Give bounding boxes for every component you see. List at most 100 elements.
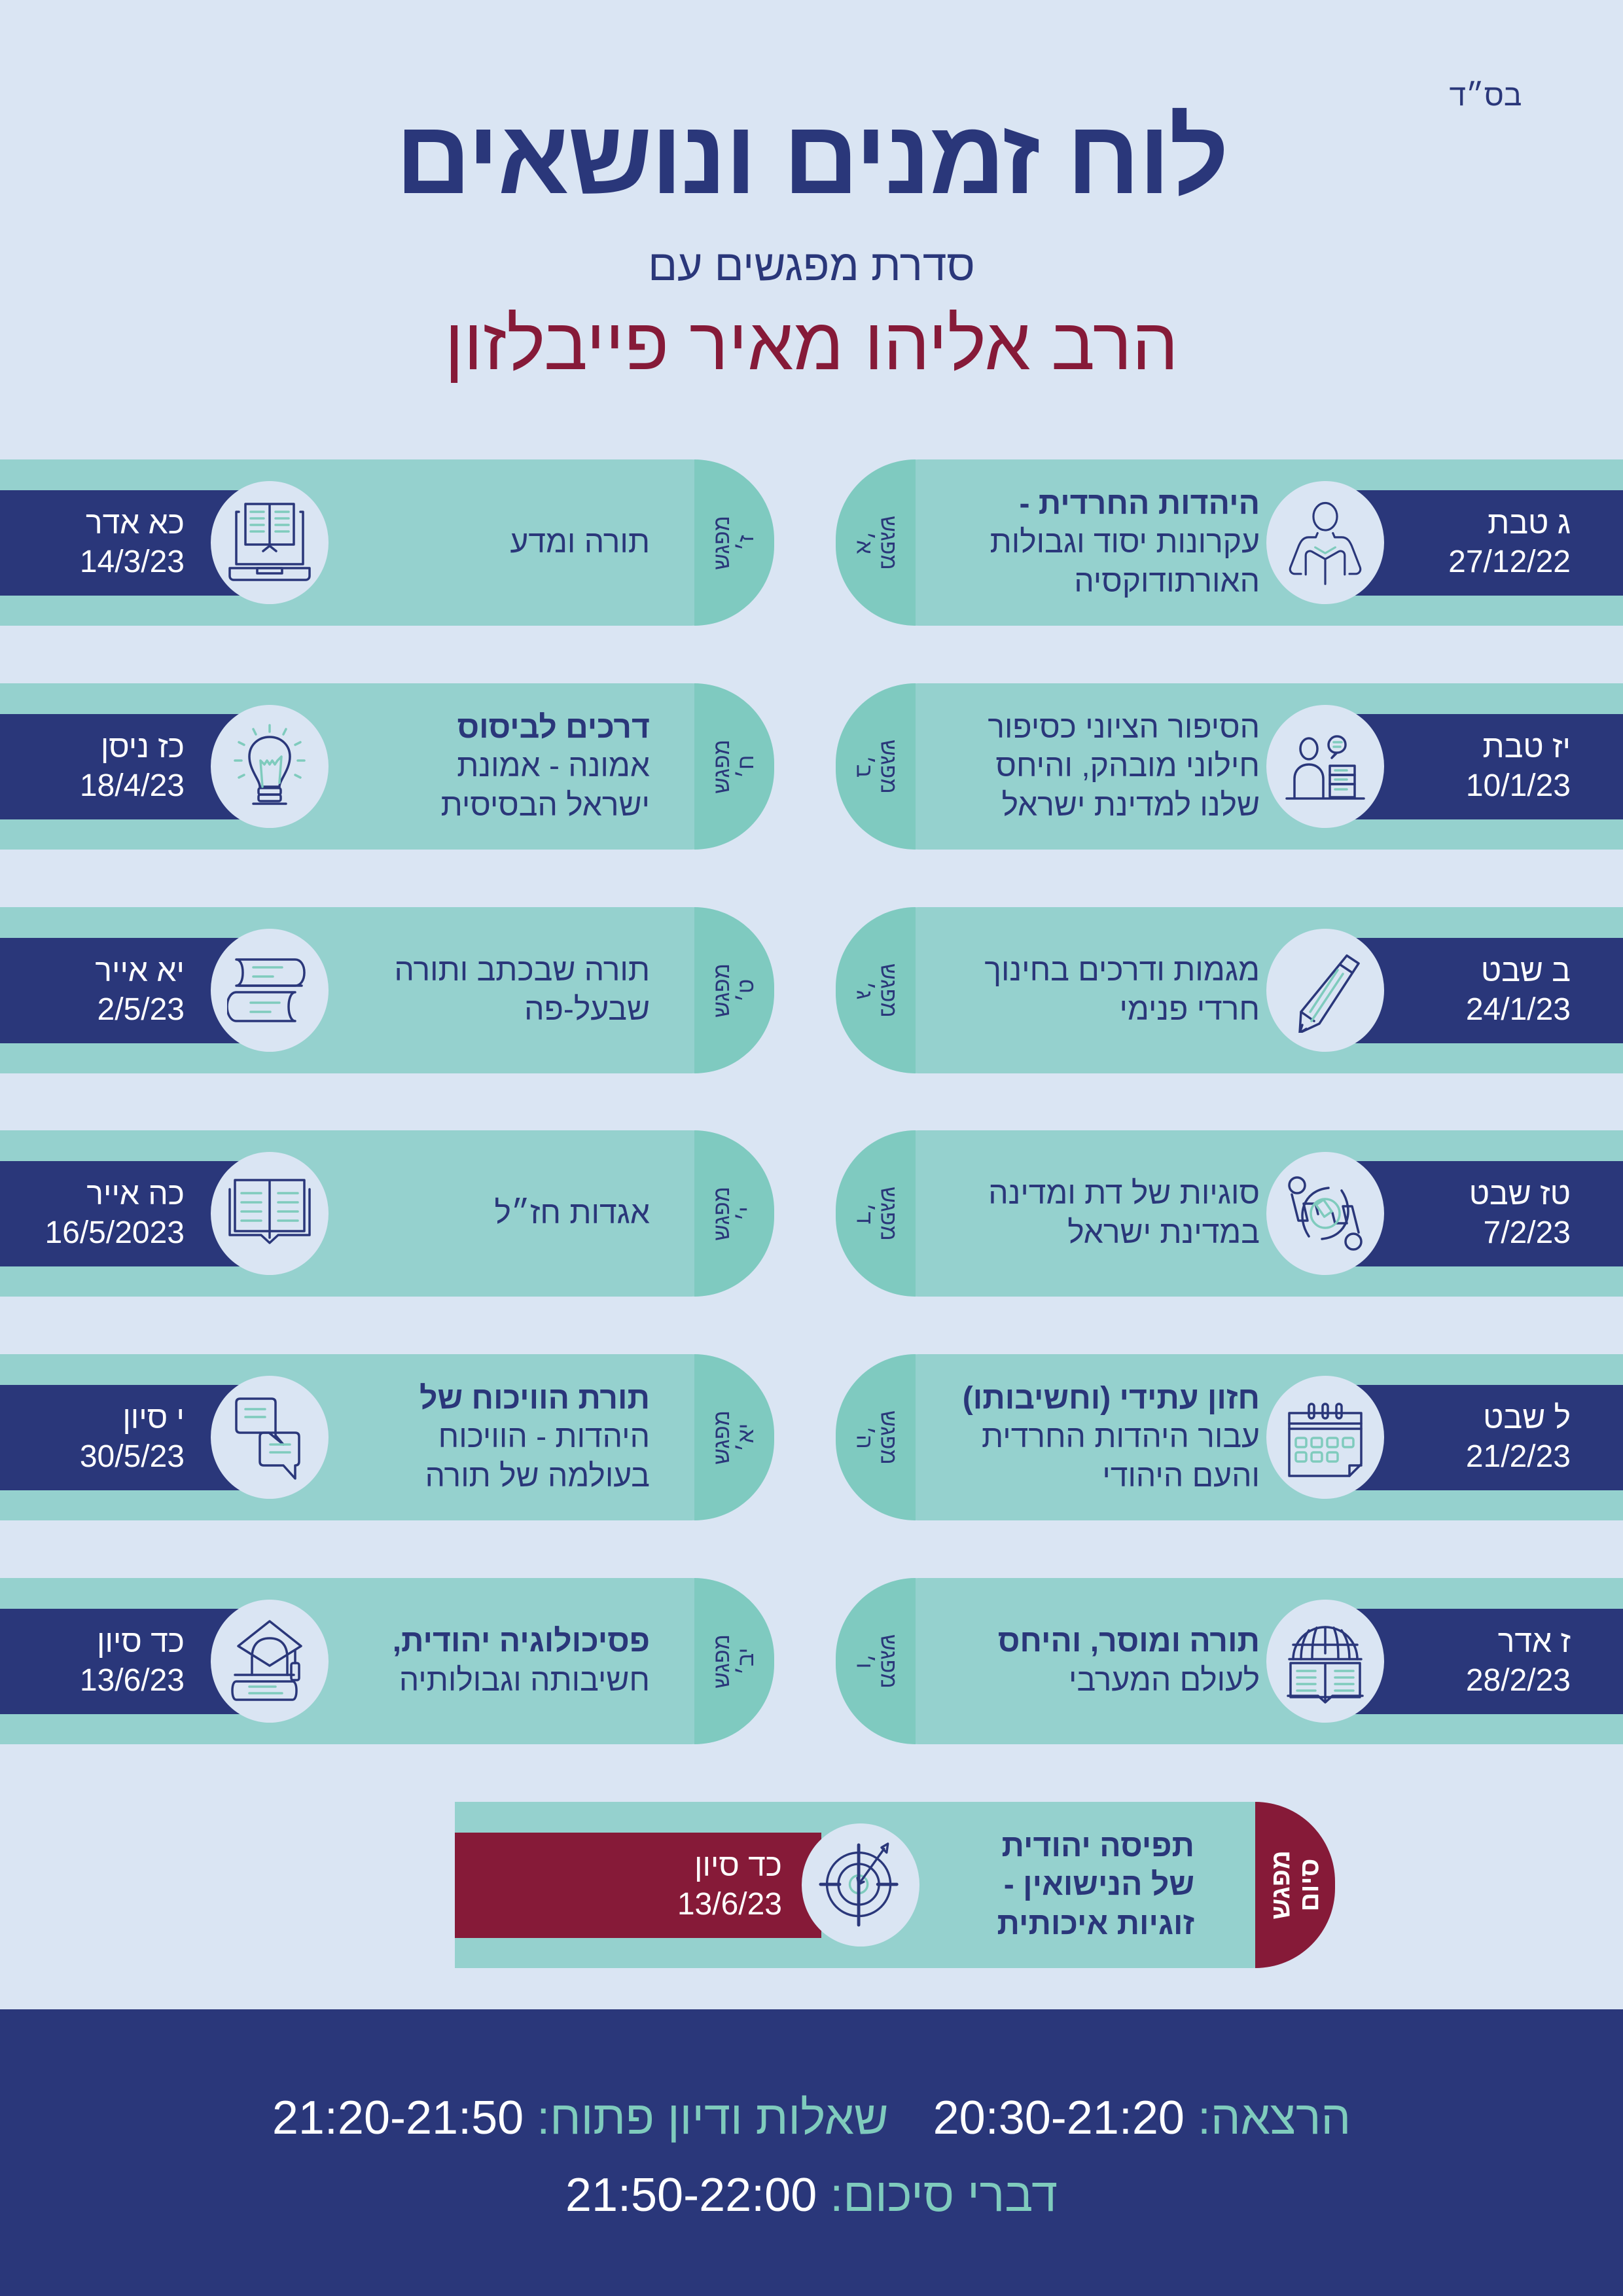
date-band xyxy=(0,490,249,596)
date-band xyxy=(0,1161,249,1266)
session-date: ב שבט 24/1/23 xyxy=(1400,938,1571,1043)
session-card-4: מפגש ד׳ סוגיות של דת ומדינה במדינת ישראל … xyxy=(836,1130,1623,1297)
topic-line: הסיפור הציוני כסיפור xyxy=(988,709,1260,745)
date-band xyxy=(1355,490,1623,596)
session-number: ב׳ xyxy=(851,755,877,778)
session-tab: מפגש ז׳ xyxy=(694,459,774,626)
topic-line: לעולם המערבי xyxy=(1069,1663,1260,1698)
laptop-book-icon xyxy=(211,481,329,604)
closing-label: דברי סיכום: xyxy=(830,2169,1058,2221)
session-tab: מפגש יב׳ xyxy=(694,1578,774,1744)
session-tab: מפגש א׳ xyxy=(836,459,916,626)
lecture-label: הרצאה: xyxy=(1197,2092,1351,2144)
series-subtitle: סדרת מפגשים עם xyxy=(648,241,975,289)
session-label: מפגש xyxy=(709,1634,734,1689)
session-date: ל שבט 21/2/23 xyxy=(1400,1385,1571,1490)
session-date: כה אייר 16/5/2023 xyxy=(0,1161,185,1266)
session-tab: מפגש ט׳ xyxy=(694,907,774,1073)
chat-bubbles-icon xyxy=(211,1376,329,1499)
gregorian-date: 27/12/22 xyxy=(1448,544,1571,579)
bsd-mark: בס״ד xyxy=(1449,78,1522,112)
session-number: ז׳ xyxy=(734,534,759,551)
session-card-2: מפגש ב׳ הסיפור הציוני כסיפור חילוני מובהק… xyxy=(836,683,1623,850)
gregorian-date: 16/5/2023 xyxy=(45,1215,185,1250)
open-book-icon xyxy=(211,1152,329,1275)
session-number: ו׳ xyxy=(851,1654,877,1668)
date-band xyxy=(1355,714,1623,819)
hebrew-date: כז ניסן xyxy=(100,729,185,764)
topic-headline: דרכים לביסוס xyxy=(457,709,650,745)
schedule-line-2: דברי סיכום: 21:50-22:00 xyxy=(0,2172,1623,2219)
session-card-3: מפגש ג׳ מגמות ודרכים בחינוך חרדי פנימי ב … xyxy=(836,907,1623,1073)
topic-line: אמונה - אמונת xyxy=(457,749,650,784)
session-card-5: מפגש ה׳ חזון עתידי (וחשיבותו) עבור היהדות… xyxy=(836,1354,1623,1520)
session-label: מפגש xyxy=(709,1186,734,1241)
session-topic: מגמות ודרכים בחינוך חרדי פנימי xyxy=(919,907,1260,1073)
session-number: ג׳ xyxy=(851,981,877,999)
session-label: מפגש xyxy=(876,1186,901,1241)
session-tab: מפגש ח׳ xyxy=(694,683,774,850)
gregorian-date: 21/2/23 xyxy=(1465,1439,1571,1474)
hebrew-date: יז טבת xyxy=(1482,729,1571,764)
people-exchange-icon xyxy=(1266,1152,1384,1275)
session-number: יב׳ xyxy=(734,1647,759,1675)
gregorian-date: 24/1/23 xyxy=(1465,992,1571,1027)
session-topic: היהדות החרדית - עקרונות יסוד וגבולות האו… xyxy=(919,459,1260,626)
topic-line: אגדות חז״ל xyxy=(494,1196,651,1231)
lecture-time: 20:30-21:20 xyxy=(933,2092,1185,2144)
session-label: מפגש xyxy=(876,739,901,794)
session-card-11: מפגש יא׳ תורת הוויכוח של היהדות - הוויכוח… xyxy=(0,1354,774,1520)
session-card-1: מפגש א׳ היהדות החרדית - עקרונות יסוד וגבו… xyxy=(836,459,1623,626)
session-tab: מפגש ה׳ xyxy=(836,1354,916,1520)
date-band xyxy=(1355,1609,1623,1714)
session-label: מפגש xyxy=(709,963,734,1018)
hebrew-date: ז אדר xyxy=(1497,1624,1571,1659)
session-number: ד׳ xyxy=(851,1203,877,1224)
session-date: כא אדר 14/3/23 xyxy=(0,490,185,596)
session-number: א׳ xyxy=(851,531,877,554)
topic-line: חרדי פנימי xyxy=(1119,992,1260,1027)
session-label: מפגש xyxy=(876,515,901,570)
session-label: מפגש xyxy=(876,1410,901,1465)
target-arrow-icon xyxy=(802,1823,919,1946)
date-band xyxy=(1355,1161,1623,1266)
topic-line: עבור היהדות החרדית xyxy=(982,1420,1260,1455)
graduation-cap-icon xyxy=(211,1600,329,1723)
qa-time: 21:20-21:50 xyxy=(272,2092,524,2144)
date-band xyxy=(0,938,249,1043)
session-card-9: מפגש ט׳ תורה שבכתב ותורה שבעל-פה יא אייר … xyxy=(0,907,774,1073)
session-date: יא אייר 2/5/23 xyxy=(0,938,185,1043)
person-reading-icon xyxy=(1266,481,1384,604)
topic-line: היהדות - הוויכוח xyxy=(438,1420,650,1455)
topic-line: של הנישואין - xyxy=(1003,1867,1194,1903)
session-tab: מפגש י׳ xyxy=(694,1130,774,1297)
session-date: כז ניסן 18/4/23 xyxy=(0,714,185,819)
session-card-10: מפגש י׳ אגדות חז״ל כה אייר 16/5/2023 xyxy=(0,1130,774,1297)
hebrew-date: כד סיון xyxy=(694,1848,782,1883)
session-date: ג טבת 27/12/22 xyxy=(1400,490,1571,596)
closing-time: 21:50-22:00 xyxy=(565,2169,817,2221)
topic-line: האורתודוקסיה xyxy=(1074,564,1260,599)
gregorian-date: 10/1/23 xyxy=(1465,768,1571,803)
topic-line: זוגיות איכותית xyxy=(997,1906,1195,1941)
hebrew-date: ב שבט xyxy=(1480,953,1571,988)
session-label: מפגש xyxy=(709,515,734,570)
hebrew-date: ל שבט xyxy=(1483,1400,1571,1435)
lecturer-name: הרב אליהו מאיר פייבלזון xyxy=(444,303,1179,385)
date-band xyxy=(1355,938,1623,1043)
session-topic: תפיסה יהודית של הנישואין - זוגיות איכותי… xyxy=(919,1802,1195,1968)
hebrew-date: ג טבת xyxy=(1488,505,1571,541)
gregorian-date: 18/4/23 xyxy=(79,768,185,803)
gregorian-date: 14/3/23 xyxy=(79,544,185,579)
session-card-8: מפגש ח׳ דרכים לביסוס אמונה - אמונת ישראל … xyxy=(0,683,774,850)
session-label: מפגש xyxy=(876,1634,901,1689)
session-topic: תורה ומדע xyxy=(336,459,650,626)
session-tab: מפגש יא׳ xyxy=(694,1354,774,1520)
topic-line: תורה שבכתב ותורה xyxy=(394,953,651,988)
topic-line: שלנו למדינת ישראל xyxy=(1001,787,1260,823)
session-topic: תורת הוויכוח של היהדות - הוויכוח בעולמה … xyxy=(336,1354,650,1520)
session-topic: סוגיות של דת ומדינה במדינת ישראל xyxy=(919,1130,1260,1297)
session-label: מפגש xyxy=(709,1410,734,1465)
session-number: סיום xyxy=(1295,1858,1324,1912)
session-date: כד סיון 13/6/23 xyxy=(0,1609,185,1714)
